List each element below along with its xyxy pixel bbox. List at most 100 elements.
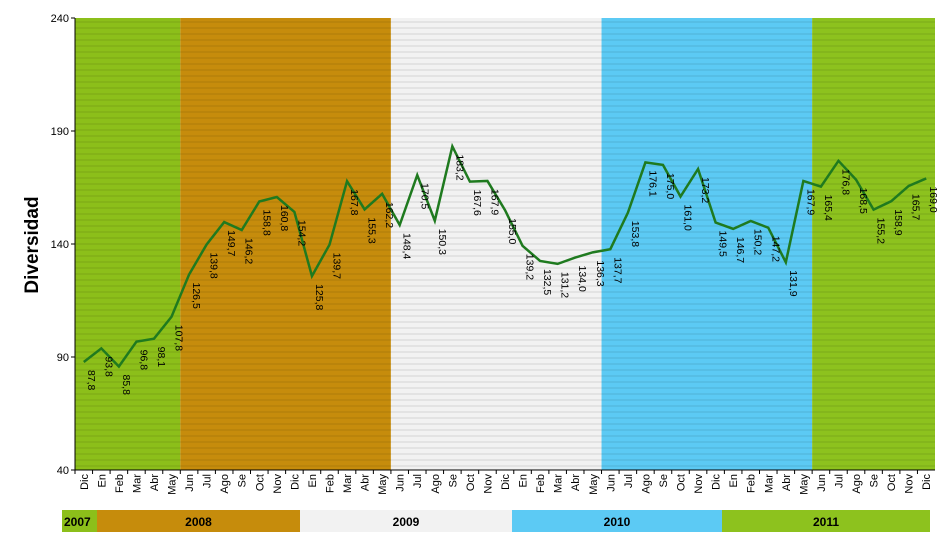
data-label: 149,5	[717, 231, 729, 257]
data-label: 155,2	[875, 218, 887, 244]
y-tick-label: 140	[51, 239, 69, 251]
y-tick-label: 90	[57, 352, 69, 364]
x-tick-label: May	[798, 474, 810, 495]
year-label: 2011	[813, 515, 839, 529]
data-label: 139,7	[330, 253, 342, 279]
year-band	[97, 510, 300, 532]
period-band	[812, 18, 935, 470]
data-label: 167,9	[488, 189, 500, 215]
x-tick-label: Nov	[482, 474, 494, 494]
data-label: 183,2	[453, 154, 465, 180]
x-tick-label: Oct	[465, 474, 477, 491]
data-label: 93,8	[102, 356, 114, 377]
year-label: 2008	[185, 515, 212, 529]
data-label: 107,8	[173, 325, 185, 351]
y-axis-label: Diversidad	[22, 196, 43, 293]
data-label: 167,6	[471, 190, 483, 216]
x-tick-label: Abr	[781, 474, 793, 491]
x-tick-label: Mar	[131, 474, 143, 493]
x-tick-label: Feb	[324, 474, 336, 493]
data-label: 175,0	[664, 173, 676, 199]
y-tick-label: 40	[57, 465, 69, 477]
x-tick-label: En	[96, 474, 108, 487]
x-tick-label: Se	[869, 474, 881, 487]
x-tick-label: Nov	[693, 474, 705, 494]
x-tick-label: Oct	[676, 474, 688, 491]
data-label: 134,0	[576, 266, 588, 292]
data-line	[83, 142, 927, 369]
data-label: 165,7	[910, 194, 922, 220]
x-tick-label: Mar	[342, 474, 354, 493]
data-label: 154,2	[295, 220, 307, 246]
data-label: 146,7	[734, 237, 746, 263]
x-tick-label: Abr	[149, 474, 161, 491]
x-tick-label: Dic	[921, 474, 933, 490]
x-tick-label: Nov	[904, 474, 916, 494]
data-label: 125,8	[313, 284, 325, 310]
year-label: 2009	[393, 515, 420, 529]
year-band	[512, 510, 722, 532]
x-tick-label: Jun	[184, 474, 196, 492]
period-band	[75, 18, 181, 470]
data-label: 160,8	[278, 205, 290, 231]
year-band	[62, 510, 97, 532]
data-label: 126,5	[190, 283, 202, 309]
x-tick-label: Jul	[833, 474, 845, 488]
x-tick-label: Se	[237, 474, 249, 487]
data-label: 165,4	[822, 195, 834, 221]
year-band	[300, 510, 512, 532]
period-band	[390, 18, 602, 470]
data-label: 150,3	[436, 229, 448, 255]
data-label: 176,1	[646, 170, 658, 196]
data-label: 168,5	[857, 188, 869, 214]
data-label: 139,2	[524, 254, 536, 280]
data-label: 139,8	[208, 252, 220, 278]
x-tick-label: Jun	[605, 474, 617, 492]
data-label: 98,1	[155, 347, 167, 368]
x-tick-label: En	[307, 474, 319, 487]
y-tick-label: 240	[51, 13, 69, 25]
x-tick-label: Feb	[114, 474, 126, 493]
data-label: 158,8	[260, 210, 272, 236]
data-label: 173,2	[699, 177, 711, 203]
x-tick-label: Se	[447, 474, 459, 487]
data-label: 170,5	[418, 183, 430, 209]
x-tick-label: Jul	[202, 474, 214, 488]
year-band	[722, 510, 930, 532]
x-tick-label: Dic	[500, 474, 512, 490]
data-label: 150,2	[752, 229, 764, 255]
period-band	[180, 18, 391, 470]
data-label: 85,8	[120, 374, 132, 395]
data-label: 136,3	[594, 260, 606, 286]
x-tick-label: Jul	[623, 474, 635, 488]
x-tick-label: Feb	[746, 474, 758, 493]
data-label: 162,2	[383, 202, 395, 228]
data-label: 169,0	[927, 186, 939, 212]
x-tick-label: Dic	[711, 474, 723, 490]
data-label: 137,7	[611, 257, 623, 283]
data-label: 167,8	[348, 189, 360, 215]
x-tick-label: Feb	[535, 474, 547, 493]
x-tick-label: Dic	[289, 474, 301, 490]
data-label: 96,8	[137, 350, 149, 371]
x-tick-label: Ago	[219, 474, 231, 494]
x-tick-label: Ago	[430, 474, 442, 494]
x-tick-label: Oct	[886, 474, 898, 491]
x-tick-label: Jul	[412, 474, 424, 488]
x-tick-label: May	[167, 474, 179, 495]
x-tick-label: En	[518, 474, 530, 487]
year-label: 2010	[604, 515, 631, 529]
data-label: 148,4	[401, 233, 413, 259]
data-label: 176,8	[839, 169, 851, 195]
y-tick-label: 190	[51, 126, 69, 138]
data-label: 132,5	[541, 269, 553, 295]
x-tick-label: Abr	[570, 474, 582, 491]
year-label: 2007	[64, 515, 91, 529]
data-label: 131,9	[787, 270, 799, 296]
x-tick-label: Nov	[272, 474, 284, 494]
data-label: 131,2	[559, 272, 571, 298]
x-tick-label: Jun	[816, 474, 828, 492]
x-tick-label: May	[588, 474, 600, 495]
x-tick-label: Se	[658, 474, 670, 487]
